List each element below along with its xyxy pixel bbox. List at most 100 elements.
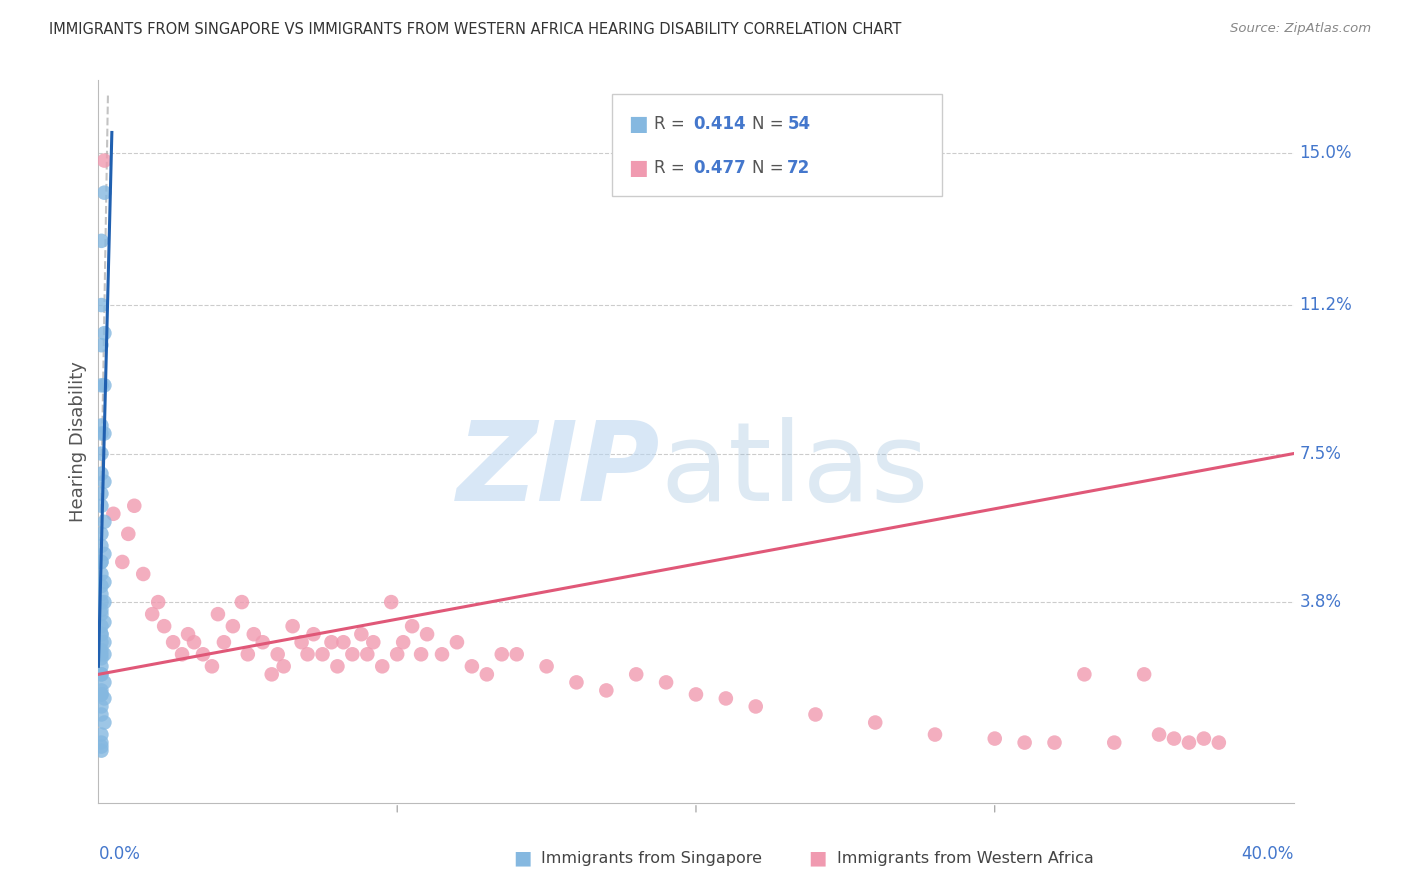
Point xyxy=(222,619,245,633)
Point xyxy=(392,635,415,649)
Point xyxy=(93,547,115,561)
Point xyxy=(93,691,115,706)
Point xyxy=(326,659,349,673)
Point xyxy=(626,667,648,681)
Point xyxy=(90,648,112,662)
Text: Source: ZipAtlas.com: Source: ZipAtlas.com xyxy=(1230,22,1371,36)
Text: 54: 54 xyxy=(787,115,810,134)
Text: 0.414: 0.414 xyxy=(693,115,745,134)
Point xyxy=(416,627,439,641)
Text: Immigrants from Western Africa: Immigrants from Western Africa xyxy=(837,851,1094,865)
Point xyxy=(90,707,112,722)
Point xyxy=(311,648,333,662)
Point xyxy=(924,728,946,742)
Point xyxy=(385,648,409,662)
Point xyxy=(117,526,139,541)
Point xyxy=(93,715,115,730)
Point xyxy=(93,378,115,392)
Point xyxy=(201,659,224,673)
Point xyxy=(93,648,115,662)
Point xyxy=(90,338,112,352)
Text: 72: 72 xyxy=(787,159,811,177)
Point xyxy=(90,683,112,698)
Point xyxy=(291,635,314,649)
Point xyxy=(1133,667,1156,681)
Point xyxy=(132,567,155,582)
Point xyxy=(124,499,146,513)
Text: IMMIGRANTS FROM SINGAPORE VS IMMIGRANTS FROM WESTERN AFRICA HEARING DISABILITY C: IMMIGRANTS FROM SINGAPORE VS IMMIGRANTS … xyxy=(49,22,901,37)
Point xyxy=(162,635,184,649)
Point xyxy=(984,731,1007,746)
Point xyxy=(90,579,112,593)
Point xyxy=(411,648,433,662)
Text: Immigrants from Singapore: Immigrants from Singapore xyxy=(541,851,762,865)
Point xyxy=(90,499,112,513)
Point xyxy=(90,603,112,617)
Point xyxy=(1147,728,1170,742)
Point xyxy=(90,627,112,641)
Text: 0.0%: 0.0% xyxy=(98,845,141,863)
Point xyxy=(90,744,112,758)
Point xyxy=(565,675,588,690)
Point xyxy=(380,595,402,609)
Point xyxy=(475,667,498,681)
Point xyxy=(93,635,115,649)
Point xyxy=(714,691,737,706)
Text: 0.477: 0.477 xyxy=(693,159,747,177)
Point xyxy=(1208,735,1230,749)
Point xyxy=(90,667,112,681)
Point xyxy=(90,651,112,665)
Point xyxy=(90,418,112,433)
Point xyxy=(90,555,112,569)
Point xyxy=(430,648,453,662)
Point xyxy=(90,627,112,641)
Point xyxy=(90,539,112,553)
Point xyxy=(90,467,112,481)
Text: ■: ■ xyxy=(808,848,827,868)
Point xyxy=(281,619,304,633)
Point xyxy=(243,627,266,641)
Point xyxy=(491,648,513,662)
Point xyxy=(90,687,112,701)
Point xyxy=(342,648,364,662)
Point xyxy=(111,555,134,569)
Point xyxy=(1073,667,1095,681)
Text: 40.0%: 40.0% xyxy=(1241,845,1294,863)
Text: 11.2%: 11.2% xyxy=(1299,296,1353,314)
Point xyxy=(267,648,290,662)
Point xyxy=(183,635,205,649)
Point xyxy=(93,153,115,168)
Text: ZIP: ZIP xyxy=(457,417,661,524)
Point xyxy=(212,635,235,649)
Point xyxy=(93,675,115,690)
Text: 15.0%: 15.0% xyxy=(1299,144,1353,161)
Point xyxy=(93,515,115,529)
Point xyxy=(207,607,229,622)
Point xyxy=(321,635,343,649)
Point xyxy=(90,567,112,582)
Point xyxy=(177,627,200,641)
Point xyxy=(231,595,253,609)
Point xyxy=(90,699,112,714)
Point xyxy=(90,426,112,441)
Point xyxy=(302,627,325,641)
Point xyxy=(350,627,373,641)
Text: 7.5%: 7.5% xyxy=(1299,444,1341,463)
Text: N =: N = xyxy=(752,115,789,134)
Point xyxy=(506,648,529,662)
Text: R =: R = xyxy=(654,159,690,177)
Point xyxy=(273,659,295,673)
Point xyxy=(745,699,768,714)
Point xyxy=(1014,735,1036,749)
Point xyxy=(90,659,112,673)
Point xyxy=(332,635,354,649)
Point xyxy=(1104,735,1126,749)
Point xyxy=(90,735,112,749)
Point xyxy=(595,683,617,698)
Point xyxy=(93,326,115,341)
Point xyxy=(93,595,115,609)
Point xyxy=(804,707,827,722)
Point xyxy=(655,675,678,690)
Text: atlas: atlas xyxy=(661,417,928,524)
Point xyxy=(356,648,378,662)
